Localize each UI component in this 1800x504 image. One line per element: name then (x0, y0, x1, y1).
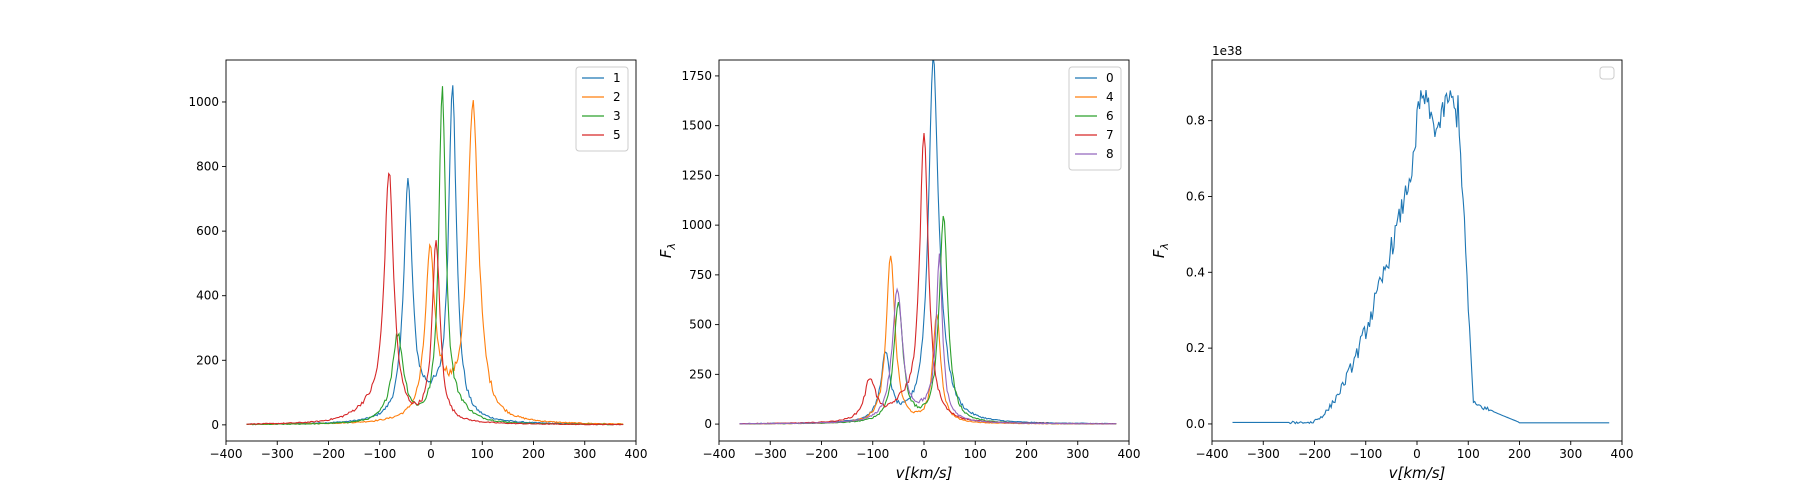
y-tick-label: 200 (196, 353, 219, 367)
x-axis-label: v[km/s] (1389, 464, 1446, 482)
legend-label: 7 (1106, 128, 1114, 142)
x-tick-label: 300 (1066, 447, 1089, 461)
series-group (1232, 90, 1610, 425)
y-axis-label: Fλ (1150, 243, 1171, 258)
y-tick-label: 1000 (681, 218, 712, 232)
y-axis-label: Fλ (657, 243, 678, 258)
y-tick-label: 800 (196, 160, 219, 174)
y-tick-label: 0.0 (1186, 417, 1205, 431)
x-tick-label: −200 (312, 447, 345, 461)
x-tick-label: 400 (625, 447, 648, 461)
x-tick-label: 0 (427, 447, 435, 461)
y-tick-label: 1000 (188, 95, 219, 109)
y-tick-label: 250 (689, 367, 712, 381)
series-line-8 (739, 253, 1117, 425)
y-tick-label: 1750 (681, 69, 712, 83)
x-tick-label: −100 (363, 447, 396, 461)
x-tick-label: 100 (964, 447, 987, 461)
panel-right: −400 −300 −200 −100 0 100 200 300 400 0.0 0.2 0.4 0.… (1150, 44, 1633, 482)
y-tick-label: 1250 (681, 168, 712, 182)
y-tick-label: 1500 (681, 119, 712, 133)
panel-left: −400 −300 −200 −100 0 100 200 300 400 0 200 400 600 8… (188, 59, 648, 461)
x-tick-label: 300 (573, 447, 596, 461)
x-tick-label: 400 (1611, 447, 1634, 461)
panel-middle: −400 −300 −200 −100 0 100 200 300 400 0 250 500 750 1… (657, 59, 1141, 482)
series-group (246, 85, 624, 426)
legend: 0 4 6 7 8 (1068, 66, 1122, 171)
x-axis-label: v[km/s] (896, 464, 953, 482)
y-tick-label: 0.2 (1186, 341, 1205, 355)
y-tick-label: 0.6 (1186, 189, 1205, 203)
series-line-5 (246, 172, 624, 426)
legend-label: 3 (613, 109, 621, 123)
y-tick-label: 750 (689, 268, 712, 282)
y-tick-label: 600 (196, 224, 219, 238)
y-tick-label: 0 (704, 417, 712, 431)
y-tick-label: 400 (196, 289, 219, 303)
x-tick-label: −400 (210, 447, 243, 461)
series-line-4 (739, 255, 1117, 425)
y-tick-label: 500 (689, 318, 712, 332)
x-tick-label: 200 (1508, 447, 1531, 461)
legend-label: 0 (1106, 71, 1114, 85)
y-offset-text: 1e38 (1212, 44, 1242, 58)
series-line-flux (1232, 90, 1610, 425)
x-tick-label: −400 (703, 447, 736, 461)
legend-label: 2 (613, 90, 621, 104)
legend-box (1068, 66, 1122, 171)
x-tick-label: −400 (1196, 447, 1229, 461)
x-tick-label: 400 (1118, 447, 1141, 461)
y-tick-label: 0.4 (1186, 265, 1205, 279)
legend-label: 8 (1106, 147, 1114, 161)
legend-label: 6 (1106, 109, 1114, 123)
x-tick-label: 100 (471, 447, 494, 461)
legend-label: 5 (613, 128, 621, 142)
legend-label: 1 (613, 71, 621, 85)
legend-label: 4 (1106, 90, 1114, 104)
x-tick-label: 300 (1559, 447, 1582, 461)
x-tick-label: −100 (1349, 447, 1382, 461)
x-tick-label: −100 (856, 447, 889, 461)
axes-frame (718, 59, 1130, 442)
x-tick-label: 0 (920, 447, 928, 461)
legend (1599, 66, 1615, 80)
x-tick-label: −300 (1247, 447, 1280, 461)
x-tick-label: −200 (805, 447, 838, 461)
x-tick-label: −200 (1298, 447, 1331, 461)
x-tick-label: 200 (522, 447, 545, 461)
legend: 1 2 3 5 (575, 66, 629, 152)
y-tick-label: 0.8 (1186, 114, 1205, 128)
legend-box (575, 66, 629, 152)
x-tick-label: 0 (1413, 447, 1421, 461)
y-tick-label: 0 (211, 418, 219, 432)
x-tick-label: −300 (261, 447, 294, 461)
legend-box (1599, 66, 1615, 80)
series-group (739, 60, 1117, 425)
series-line-7 (739, 132, 1117, 425)
x-tick-label: −300 (754, 447, 787, 461)
x-tick-label: 100 (1457, 447, 1480, 461)
x-tick-label: 200 (1015, 447, 1038, 461)
